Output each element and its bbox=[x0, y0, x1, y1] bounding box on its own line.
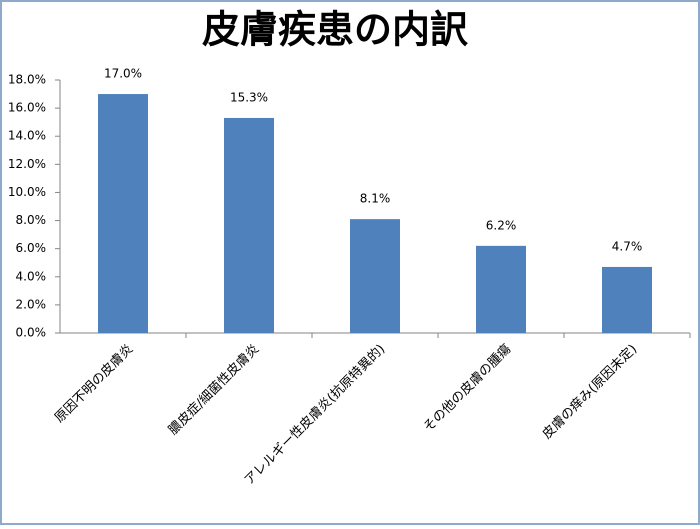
value-label: 17.0% bbox=[104, 67, 142, 81]
y-tick-label: 4.0% bbox=[16, 269, 47, 283]
bar bbox=[602, 266, 652, 333]
y-tick-label: 10.0% bbox=[8, 185, 46, 199]
bar bbox=[350, 219, 400, 333]
value-label: 15.3% bbox=[230, 90, 268, 104]
y-tick-label: 6.0% bbox=[16, 241, 47, 255]
y-tick-label: 16.0% bbox=[8, 101, 46, 115]
y-tick-label: 14.0% bbox=[8, 129, 46, 143]
bar bbox=[476, 245, 526, 333]
bar bbox=[98, 94, 148, 333]
y-tick-label: 8.0% bbox=[16, 213, 47, 227]
y-tick-label: 12.0% bbox=[8, 157, 46, 171]
value-label: 4.7% bbox=[612, 239, 643, 253]
value-label: 6.2% bbox=[486, 218, 517, 232]
bar bbox=[224, 117, 274, 333]
y-tick-label: 18.0% bbox=[8, 73, 46, 87]
chart-title: 皮膚疾患の内訳 bbox=[202, 8, 468, 52]
y-tick-label: 0.0% bbox=[16, 326, 47, 340]
y-tick-label: 2.0% bbox=[16, 297, 47, 311]
value-label: 8.1% bbox=[360, 192, 391, 206]
